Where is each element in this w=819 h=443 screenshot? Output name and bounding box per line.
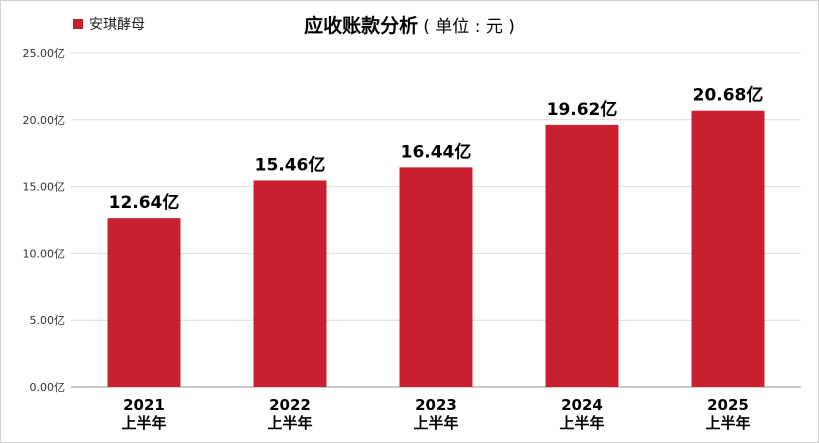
x-tick-label: 上半年 xyxy=(267,414,312,432)
x-tick-label: 上半年 xyxy=(705,414,750,432)
y-tick-label: 10.00亿 xyxy=(23,247,66,260)
x-tick-label: 2022 xyxy=(269,396,311,414)
bar xyxy=(399,167,473,387)
y-tick-label: 20.00亿 xyxy=(23,114,66,127)
data-label: 16.44亿 xyxy=(401,141,472,162)
x-tick-label: 2025 xyxy=(707,396,749,414)
x-tick-label: 2024 xyxy=(561,396,603,414)
legend-label: 安琪酵母 xyxy=(89,17,145,33)
data-label: 12.64亿 xyxy=(109,192,180,213)
x-tick-label: 上半年 xyxy=(559,414,604,432)
chart-title-main: 应收账款分析 xyxy=(304,15,419,37)
data-label: 15.46亿 xyxy=(255,154,326,175)
data-label: 19.62亿 xyxy=(547,99,618,120)
bar xyxy=(545,124,619,387)
y-tick-label: 0.00亿 xyxy=(30,381,66,394)
chart-title: 应收账款分析 ( 单位 : 元 ) xyxy=(1,11,818,38)
chart-title-unit: ( 单位 : 元 ) xyxy=(423,17,515,37)
y-tick-label: 25.00亿 xyxy=(23,47,66,60)
legend-swatch xyxy=(73,19,83,29)
bar xyxy=(253,180,327,387)
y-tick-label: 5.00亿 xyxy=(30,314,66,327)
bar xyxy=(107,218,181,387)
x-tick-label: 上半年 xyxy=(413,414,458,432)
data-label: 20.68亿 xyxy=(693,85,764,106)
bar xyxy=(691,110,765,387)
legend: 安琪酵母 xyxy=(73,14,145,34)
x-tick-label: 2021 xyxy=(123,396,165,414)
y-tick-label: 15.00亿 xyxy=(23,181,66,194)
x-tick-label: 上半年 xyxy=(121,414,166,432)
x-tick-label: 2023 xyxy=(415,396,457,414)
